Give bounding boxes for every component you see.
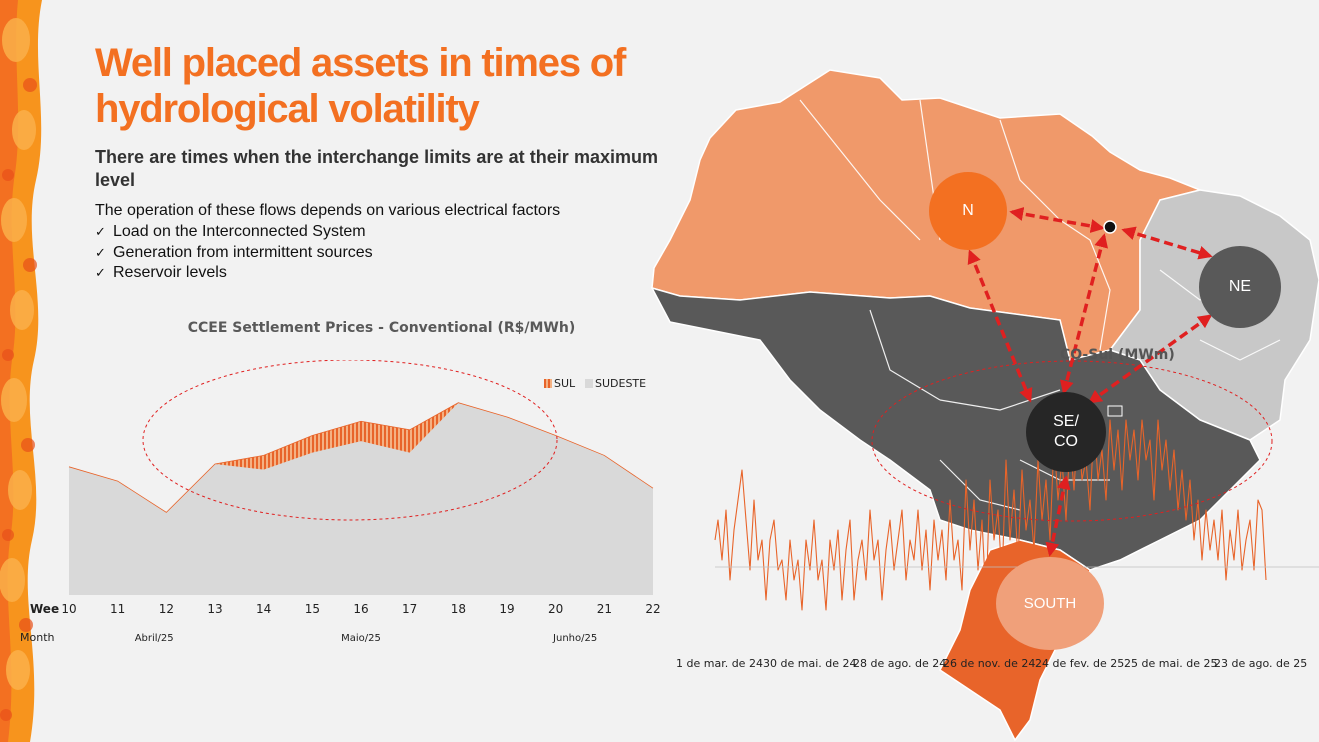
bullet-text: Generation from intermittent sources xyxy=(113,243,373,261)
date-tick: 25 de mai. de 25 xyxy=(1124,657,1218,670)
series-sul-line xyxy=(68,402,654,513)
list-item: ✓ Load on the Interconnected System xyxy=(95,222,373,243)
legend-label-sul: SUL xyxy=(554,377,576,390)
legend-label-sudeste: SUDESTE xyxy=(595,377,646,390)
map-marker-box xyxy=(1107,405,1123,417)
week-tick: 18 xyxy=(451,602,466,616)
date-tick: 23 de ago. de 25 xyxy=(1214,657,1308,670)
arrow-n-hub xyxy=(1009,207,1105,233)
week-tick: 13 xyxy=(207,602,222,616)
interconnection-hub xyxy=(1103,220,1117,234)
region-ne-badge: NE xyxy=(1199,246,1281,328)
decorative-side-pattern xyxy=(0,0,42,742)
bullet-text: Reservoir levels xyxy=(113,264,227,281)
region-seco-badge: SE/ CO xyxy=(1026,392,1106,472)
week-tick: 19 xyxy=(499,602,514,616)
factor-list: ✓ Load on the Interconnected System ✓ Gene… xyxy=(95,222,373,284)
flow-series-label: CO-Sul (MWm) xyxy=(1060,347,1175,363)
chart-title: CCEE Settlement Prices - Conventional (R… xyxy=(187,320,576,336)
week-tick: 21 xyxy=(597,602,612,616)
region-south-badge: SOUTH xyxy=(996,557,1104,650)
month-tick: Junho/25 xyxy=(552,633,597,644)
month-tick: Maio/25 xyxy=(341,633,381,644)
week-tick: 12 xyxy=(159,602,174,616)
chart-legend: SUL SUDESTE xyxy=(544,377,646,390)
date-tick: 24 de fev. de 25 xyxy=(1035,657,1125,670)
date-tick: 30 de mai. de 24 xyxy=(763,657,857,670)
bullet-text: Load on the Interconnected System xyxy=(113,223,366,240)
intro-text: The operation of these flows depends on … xyxy=(95,202,561,219)
arrow-hub-ne xyxy=(1121,226,1213,260)
week-tick: 10 xyxy=(61,602,76,616)
arrow-hub-seco xyxy=(1060,233,1108,395)
week-tick: 22 xyxy=(645,602,660,616)
week-tick: 14 xyxy=(256,602,271,616)
page-title: Well placed assets in times of hydrologi… xyxy=(95,41,626,131)
week-tick: 15 xyxy=(305,602,320,616)
arrow-ne-seco xyxy=(1087,314,1213,404)
week-tick: 11 xyxy=(110,602,125,616)
check-icon: ✓ xyxy=(95,245,106,261)
check-icon: ✓ xyxy=(95,266,106,281)
list-item: ✓ Generation from intermittent sources xyxy=(95,243,373,264)
arrow-n-seco xyxy=(967,249,1033,403)
legend-swatch-sudeste xyxy=(585,379,593,388)
page-subtitle: There are times when the interchange lim… xyxy=(95,147,658,190)
week-row-label: Wee xyxy=(30,602,59,616)
price-chart: SUL SUDESTE Wee Month 10 11 12 13 14 15 16 17 18… xyxy=(20,360,661,644)
week-tick: 16 xyxy=(353,602,368,616)
series-sudeste-area xyxy=(69,402,653,595)
arrow-seco-south xyxy=(1045,475,1071,557)
brazil-map xyxy=(650,69,1319,742)
month-tick: Abril/25 xyxy=(135,633,174,644)
region-n-badge: N xyxy=(929,172,1007,250)
month-row-label: Month xyxy=(20,631,55,644)
week-tick: 20 xyxy=(548,602,563,616)
date-tick: 26 de nov. de 24 xyxy=(943,657,1036,670)
list-item: ✓ Reservoir levels xyxy=(95,263,373,284)
date-tick: 28 de ago. de 24 xyxy=(853,657,947,670)
check-icon: ✓ xyxy=(95,225,106,240)
date-tick: 1 de mar. de 24 xyxy=(676,657,763,670)
week-tick: 17 xyxy=(402,602,417,616)
legend-swatch-sul xyxy=(544,379,552,388)
interchange-flow-line xyxy=(714,419,1267,611)
chart-highlight-ellipse xyxy=(142,360,558,521)
